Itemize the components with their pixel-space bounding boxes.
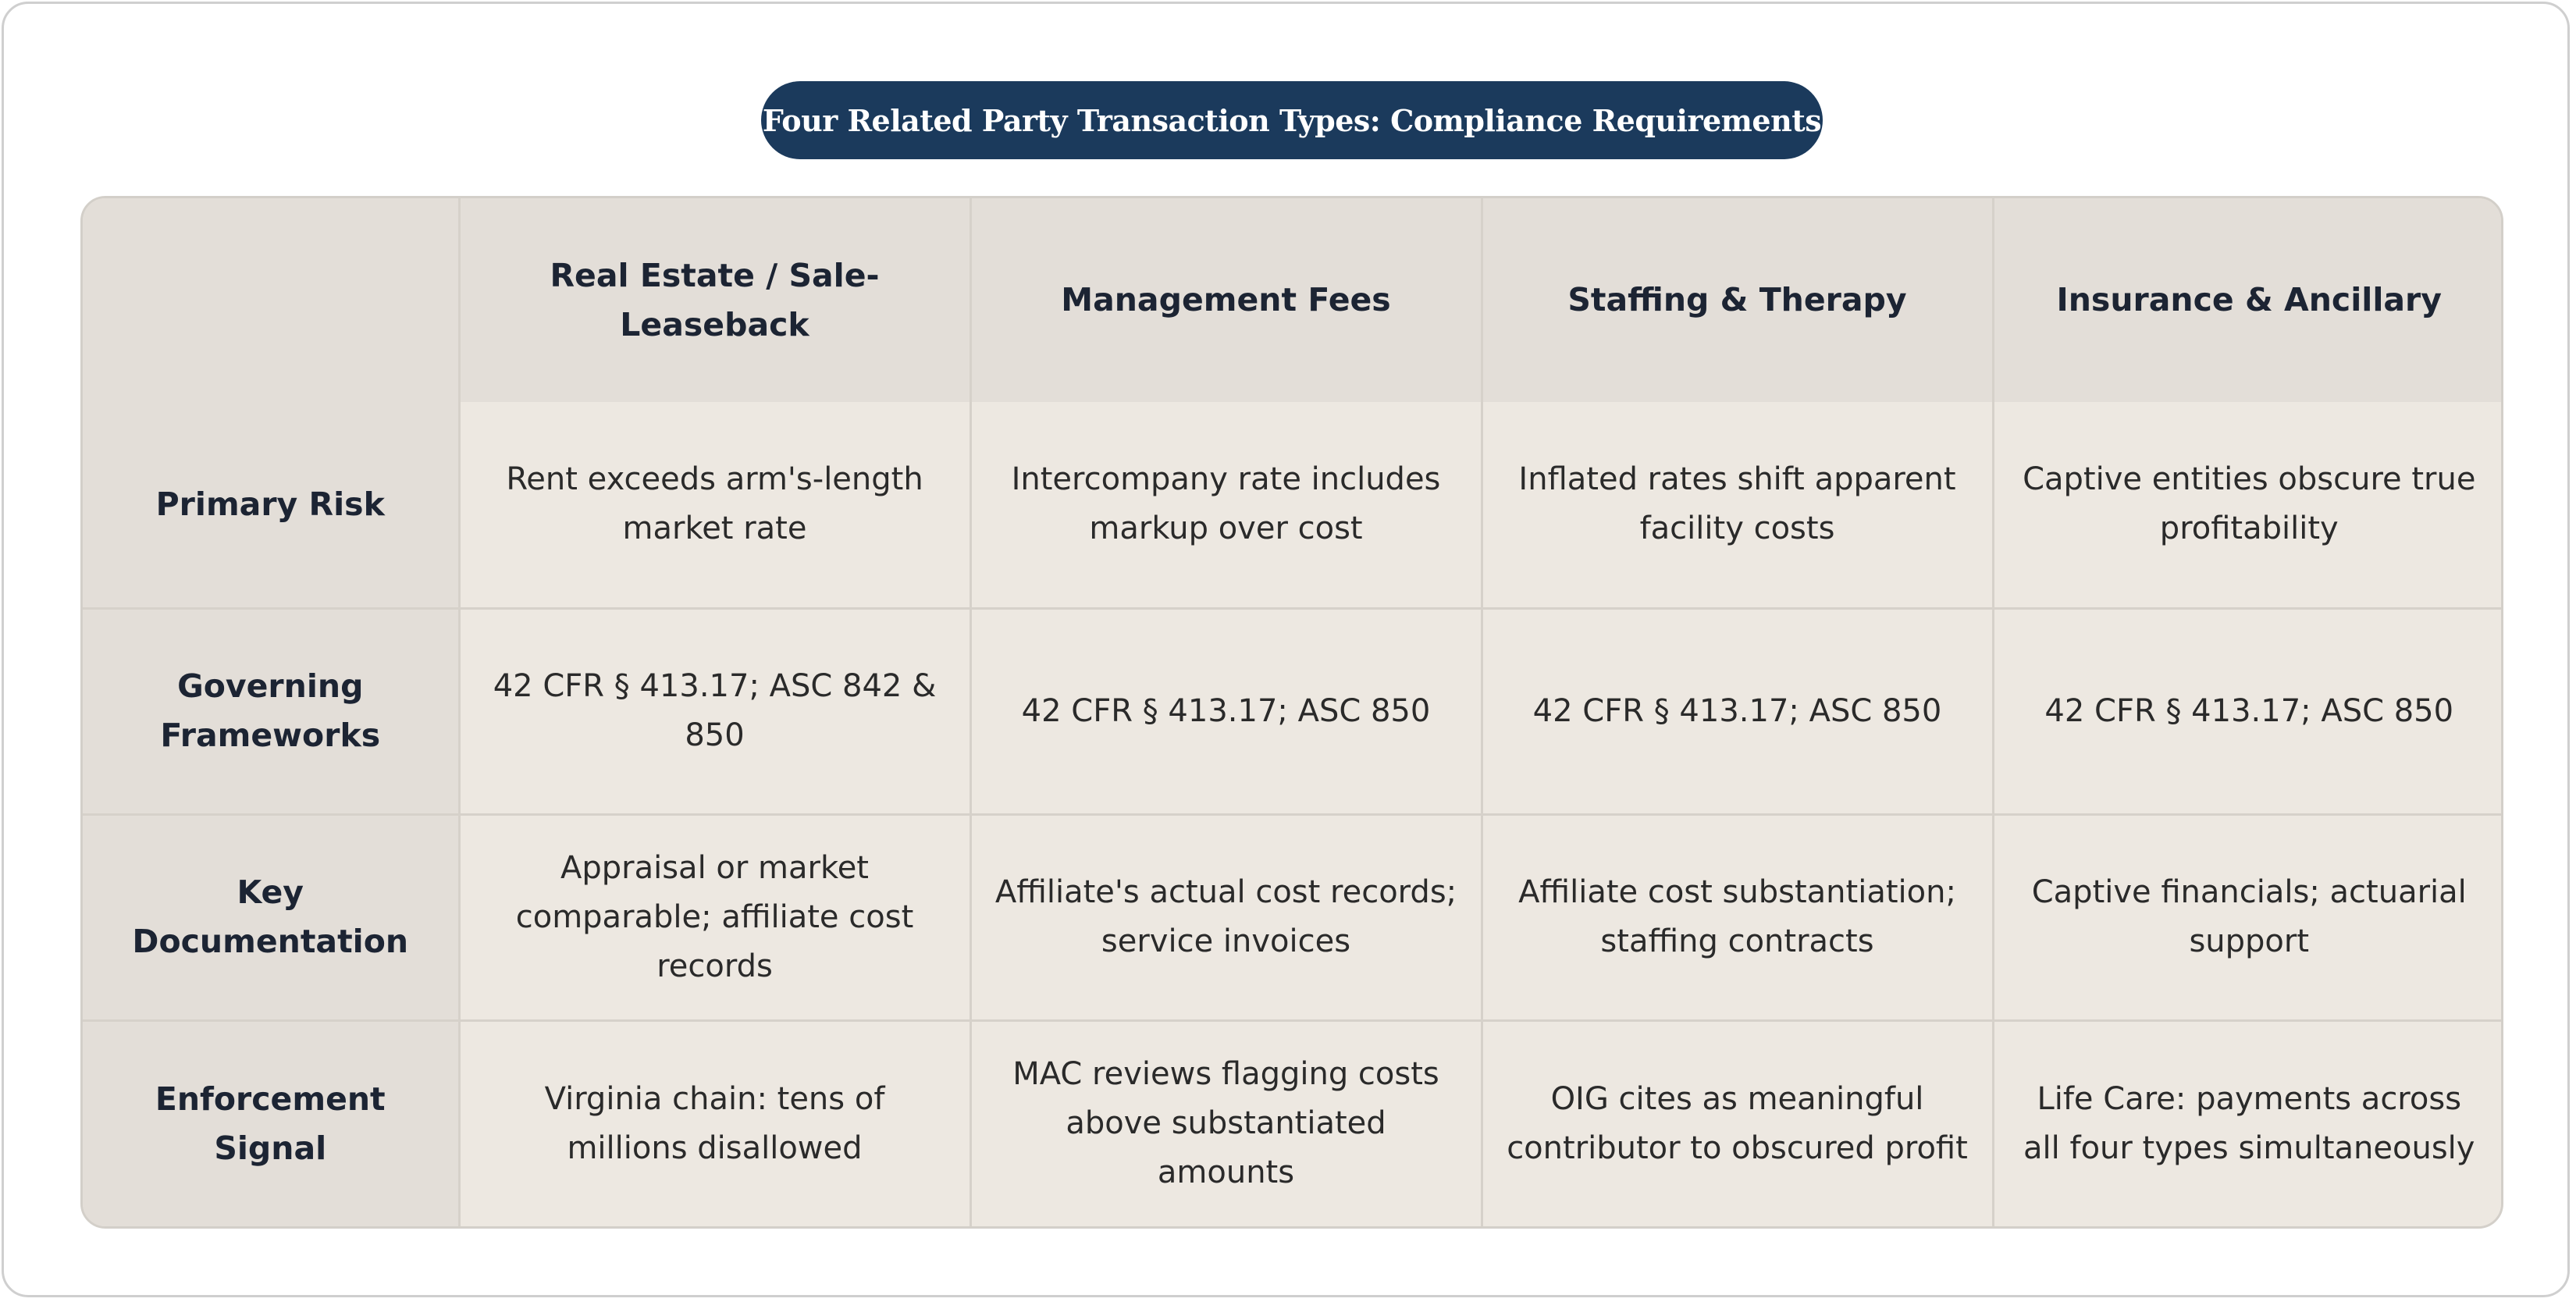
table-cell: Intercompany rate includes markup over c…: [969, 402, 1483, 610]
table-cell: Appraisal or market comparable; affiliat…: [457, 813, 972, 1022]
page-title: Four Related Party Transaction Types: Co…: [761, 81, 1823, 159]
table-cell: 42 CFR § 413.17; ASC 850: [1480, 607, 1994, 816]
table-row: Primary Risk Rent exceeds arm's-length m…: [83, 402, 2501, 610]
table-row: Enforcement Signal Virginia chain: tens …: [83, 1019, 2501, 1226]
row-header: Primary Risk: [83, 402, 461, 610]
table-cell: Life Care: payments across all four type…: [1991, 1019, 2501, 1226]
table-cell: Affiliate's actual cost records; service…: [969, 813, 1483, 1022]
column-header: Real Estate / Sale-Leaseback: [457, 198, 972, 402]
column-header: Insurance & Ancillary: [1991, 198, 2501, 402]
table-cell: Affiliate cost substantiation; staffing …: [1480, 813, 1994, 1022]
column-header: Staffing & Therapy: [1480, 198, 1994, 402]
table-cell: Virginia chain: tens of millions disallo…: [457, 1019, 972, 1226]
table-cell: Inflated rates shift apparent facility c…: [1480, 402, 1994, 610]
header-row: Real Estate / Sale-Leaseback Management …: [83, 198, 2501, 402]
table-cell: 42 CFR § 413.17; ASC 842 & 850: [457, 607, 972, 816]
table-cell: MAC reviews flagging costs above substan…: [969, 1019, 1483, 1226]
table-cell: 42 CFR § 413.17; ASC 850: [969, 607, 1483, 816]
row-header: Governing Frameworks: [83, 607, 461, 816]
column-header: Management Fees: [969, 198, 1483, 402]
table-row: Key Documentation Appraisal or market co…: [83, 813, 2501, 1022]
table-cell: Captive financials; actuarial support: [1991, 813, 2501, 1022]
table-cell: Rent exceeds arm's-length market rate: [457, 402, 972, 610]
corner-cell: [83, 198, 461, 402]
table-row: Governing Frameworks 42 CFR § 413.17; AS…: [83, 607, 2501, 816]
table-cell: Captive entities obscure true profitabil…: [1991, 402, 2501, 610]
comparison-table: Real Estate / Sale-Leaseback Management …: [80, 196, 2503, 1229]
table-cell: OIG cites as meaningful contributor to o…: [1480, 1019, 1994, 1226]
row-header: Enforcement Signal: [83, 1019, 461, 1226]
table-cell: 42 CFR § 413.17; ASC 850: [1991, 607, 2501, 816]
row-header: Key Documentation: [83, 813, 461, 1022]
